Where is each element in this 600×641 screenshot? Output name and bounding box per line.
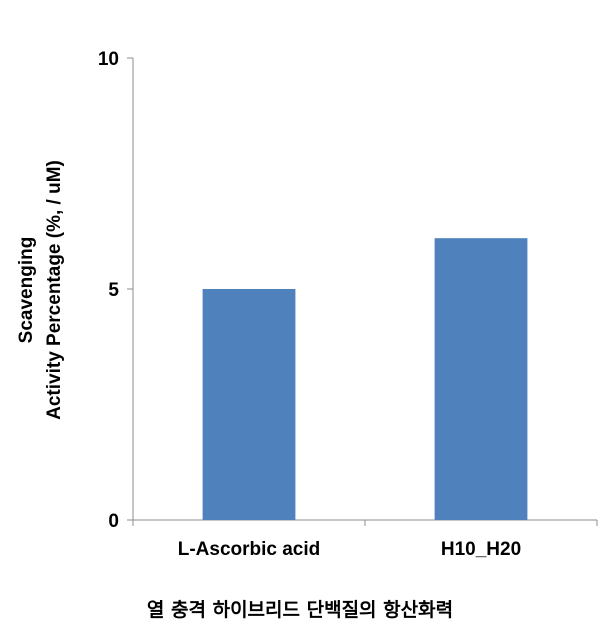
y-tick-label: 0 [108, 511, 119, 532]
y-axis-title: Scavenging Activity Percentage (%, / uM) [16, 160, 65, 420]
y-tick-label: 10 [98, 49, 119, 70]
bar-0 [202, 289, 296, 520]
bar-1 [434, 238, 528, 520]
category-labels: L-Ascorbic acid H10_H20 [178, 539, 521, 560]
y-tick-label: 5 [108, 280, 119, 301]
y-axis-label-line-1: Scavenging [16, 237, 37, 344]
bars [202, 238, 528, 520]
y-ticks: 0 5 10 [98, 49, 133, 532]
y-axis-label-line-2: Activity Percentage (%, / uM) [44, 160, 65, 420]
x-axis-title: 열 충격 하이브리드 단백질의 항산화력 [147, 599, 453, 621]
category-label: L-Ascorbic acid [178, 539, 321, 560]
x-ticks [132, 520, 598, 526]
category-label: H10_H20 [441, 539, 521, 560]
